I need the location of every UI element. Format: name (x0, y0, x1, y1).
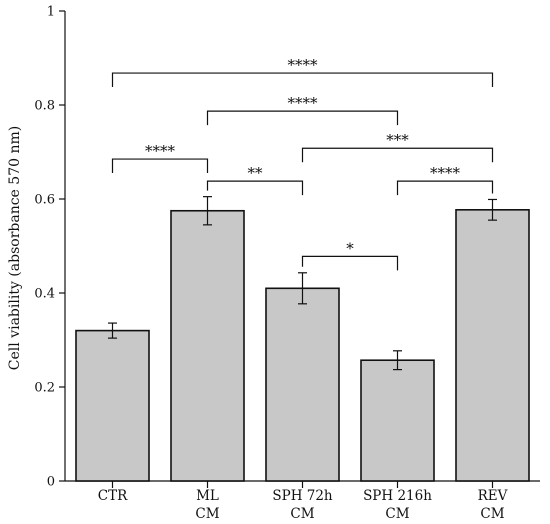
y-tick-label: 0.6 (34, 193, 55, 208)
significance-label: ** (248, 164, 264, 182)
significance-bracket-0 (111, 158, 209, 174)
bar-2 (265, 287, 340, 482)
significance-bracket-4 (301, 147, 494, 163)
significance-label: **** (145, 142, 176, 160)
y-tick-label: 0.8 (34, 99, 55, 114)
x-tick-label: SPH 72h (272, 488, 333, 504)
significance-bracket-3 (396, 180, 494, 196)
labels-layer: 0 0.2 0.4 0.6 0.8 1 Cell viability (absorbance… (7, 5, 508, 523)
significance-label: * (346, 239, 354, 257)
significance-bracket-1 (206, 180, 304, 196)
y-tick-label: 0 (47, 475, 55, 490)
bars-layer (75, 196, 530, 482)
significance-label: **** (430, 164, 461, 182)
significance-bracket-2 (301, 255, 399, 271)
x-tick-label: CM (385, 506, 409, 522)
y-tick-label: 0.4 (34, 287, 55, 302)
significance-label: **** (288, 94, 319, 112)
y-tick-label: 1 (47, 5, 55, 20)
bar-3 (360, 359, 435, 482)
x-tick-label: CM (480, 506, 504, 522)
significance-bracket-6 (111, 72, 494, 88)
significance-bracket-5 (206, 110, 399, 126)
bar-1 (170, 209, 245, 482)
y-axis-title: Cell viability (absorbance 570 nm) (7, 126, 23, 370)
bar-4 (455, 209, 530, 482)
significance-layer (111, 72, 494, 271)
x-tick-label: CTR (98, 488, 128, 504)
bar-0 (75, 329, 150, 482)
x-tick-label: ML (196, 488, 219, 504)
significance-label: *** (386, 131, 409, 149)
x-tick-label: CM (195, 506, 219, 522)
y-tick-label: 0.2 (34, 381, 55, 396)
x-tick-label: REV (478, 488, 508, 504)
x-tick-label: SPH 216h (363, 488, 432, 504)
significance-label: **** (288, 56, 319, 74)
x-tick-label: CM (290, 506, 314, 522)
